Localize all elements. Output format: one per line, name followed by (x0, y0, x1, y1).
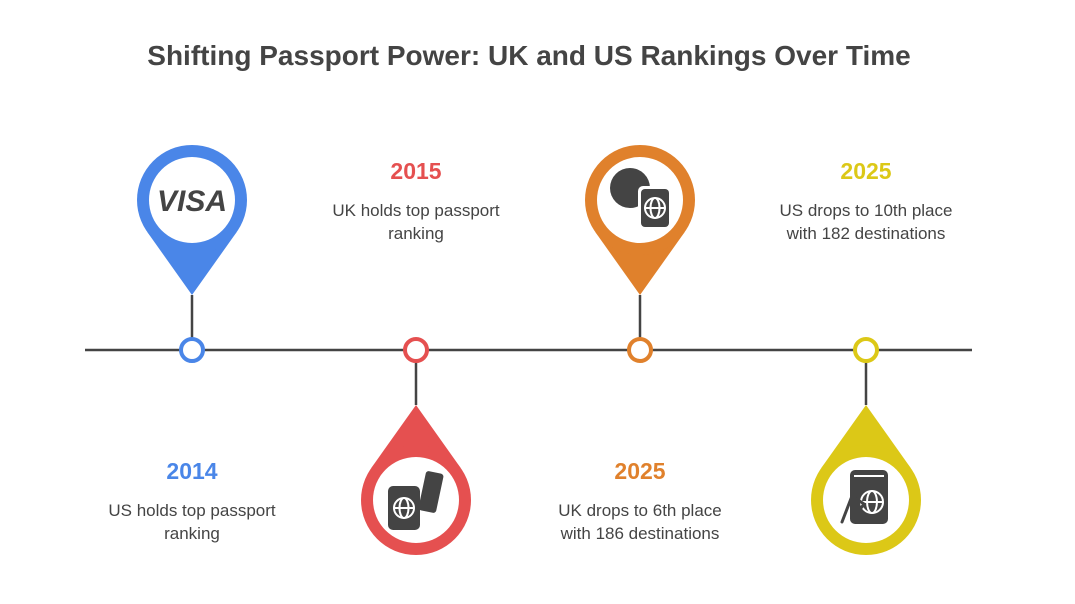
map-pin-2014: VISA (137, 145, 247, 339)
event-description: UK drops to 6th place with 186 destinati… (558, 501, 722, 543)
timeline-node (179, 337, 205, 363)
event-2025-uk-text: 2025 UK drops to 6th place with 186 dest… (520, 458, 760, 545)
event-2014-text: 2014 US holds top passport ranking (72, 458, 312, 545)
event-description: US drops to 10th place with 182 destinat… (779, 201, 953, 243)
event-description: UK holds top passport ranking (332, 201, 500, 243)
hand-passport-icon (840, 470, 888, 524)
event-year: 2025 (614, 458, 666, 484)
map-pin-2015 (361, 362, 471, 555)
event-2025-us-text: 2025 US drops to 10th place with 182 des… (746, 158, 986, 245)
event-year: 2015 (390, 158, 442, 184)
svg-text:VISA: VISA (157, 185, 227, 218)
map-pin-2025 (811, 362, 921, 555)
passport-ticket-icon (388, 471, 444, 530)
visa-icon: VISA (157, 185, 227, 218)
timeline-node (853, 337, 879, 363)
pin-inner (149, 157, 235, 243)
event-year: 2025 (840, 158, 892, 184)
timeline-node (627, 337, 653, 363)
event-year: 2014 (166, 458, 218, 484)
globe-passport-icon (610, 168, 672, 230)
timeline-node (403, 337, 429, 363)
map-pin-2025 (585, 145, 695, 339)
event-description: US holds top passport ranking (108, 501, 276, 543)
event-2015-text: 2015 UK holds top passport ranking (296, 158, 536, 245)
page-title: Shifting Passport Power: UK and US Ranki… (147, 40, 911, 71)
